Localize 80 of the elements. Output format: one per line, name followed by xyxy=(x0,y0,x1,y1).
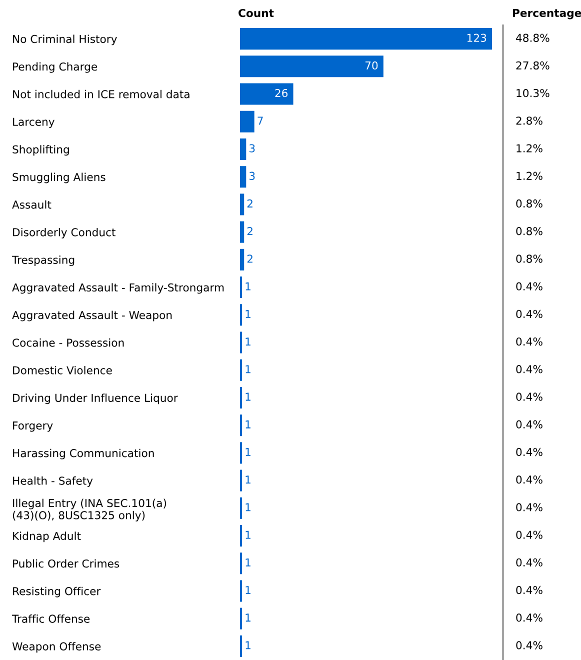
data-label: 1 xyxy=(246,558,250,566)
bar xyxy=(240,28,492,50)
text: 0.4% xyxy=(516,558,542,567)
bar xyxy=(240,221,244,243)
data-label: 2 xyxy=(247,227,252,236)
text: 0.4% xyxy=(516,310,542,318)
data-label: 2 xyxy=(247,254,252,263)
y-tick-label: No Criminal History xyxy=(13,34,117,46)
bar xyxy=(240,194,244,216)
y-tick-label: Aggravated Assault - Weapon xyxy=(12,310,172,322)
data-label: 1 xyxy=(246,503,250,512)
y-tick-label: Disorderly Conduct xyxy=(13,228,116,238)
data-label: 1 xyxy=(246,282,250,290)
bar xyxy=(240,138,246,160)
text: 0.4% xyxy=(516,503,542,512)
bar xyxy=(240,248,244,270)
text: 48.8% xyxy=(516,34,550,42)
data-label: 1 xyxy=(246,420,250,428)
data-label: 123 xyxy=(467,34,486,42)
bar xyxy=(240,110,254,132)
text: 0.4% xyxy=(516,586,542,594)
y-tick-label: Health - Safety xyxy=(13,476,93,487)
data-label: 1 xyxy=(246,614,250,622)
y-tick-label: Aggravated Assault - Family-Strongarm xyxy=(12,283,224,294)
data-label: 3 xyxy=(249,172,255,180)
y-tick-label: Not included in ICE removal data xyxy=(13,90,190,98)
text: 0.4% xyxy=(516,337,542,346)
text: 0.4% xyxy=(516,641,542,650)
data-label: 1 xyxy=(246,310,250,318)
bar xyxy=(240,166,246,188)
data-label: 1 xyxy=(246,586,250,594)
text: 0.4% xyxy=(516,530,542,539)
y-tick-label: Forgery xyxy=(13,422,53,432)
data-label: 3 xyxy=(249,144,255,152)
text: 0.4% xyxy=(516,420,542,428)
data-label: 1 xyxy=(246,530,250,539)
y-tick-label: Resisting Officer xyxy=(13,586,101,598)
y-tick-label: Traffic Offense xyxy=(12,614,90,623)
y-tick-label: Trespassing xyxy=(12,256,74,266)
text: 0.4% xyxy=(516,392,542,401)
text: 10.3% xyxy=(516,88,550,98)
data-label: 26 xyxy=(275,88,288,98)
text: 0.4% xyxy=(516,365,542,374)
bar xyxy=(240,56,384,78)
text: 0.4% xyxy=(516,448,542,456)
data-label: 70 xyxy=(365,61,378,70)
text: 0.4% xyxy=(516,475,542,484)
chart-title: Count xyxy=(238,8,274,18)
text: 0.4% xyxy=(516,282,542,290)
y-tick-label: Shoplifting xyxy=(12,145,69,156)
y-tick-label: Domestic Violence xyxy=(13,366,112,374)
text: 0.8% xyxy=(516,254,542,263)
text: Percentage xyxy=(512,9,581,20)
data-label: 1 xyxy=(246,641,250,650)
y-tick-label: Larceny xyxy=(13,118,54,128)
bar xyxy=(240,83,294,105)
data-label: 7 xyxy=(258,116,263,125)
y-tick-label: Smuggling Aliens xyxy=(12,172,106,184)
y-tick-label: Cocaine - Possession xyxy=(12,338,124,347)
text: 1.2% xyxy=(516,144,542,152)
text: 0.4% xyxy=(516,614,542,622)
data-label: 2 xyxy=(247,199,252,208)
data-label: 1 xyxy=(246,392,250,401)
y-tick-label: Kidnap Adult xyxy=(13,532,81,542)
y-tick-label: Pending Charge xyxy=(13,62,98,73)
data-label: 1 xyxy=(246,338,250,346)
text: 27.8% xyxy=(516,61,550,70)
data-label: 1 xyxy=(246,365,250,374)
text: 2.8% xyxy=(516,116,542,125)
data-label: 1 xyxy=(246,448,250,456)
text: 0.8% xyxy=(516,199,542,208)
y-tick-label: Assault xyxy=(12,200,52,209)
data-label: 1 xyxy=(246,476,250,484)
y-tick-label: Public Order Crimes xyxy=(13,559,120,568)
y-tick-label: Weapon Offense xyxy=(12,642,101,653)
y-tick-label: Illegal Entry (INA SEC.101(a) (43)(O), 8USC1325 only) xyxy=(12,498,166,522)
y-tick-label: Harassing Communication xyxy=(13,448,154,460)
text: 0.8% xyxy=(516,227,542,236)
text: 1.2% xyxy=(516,172,542,180)
y-tick-label: Driving Under Influence Liquor xyxy=(13,394,178,404)
